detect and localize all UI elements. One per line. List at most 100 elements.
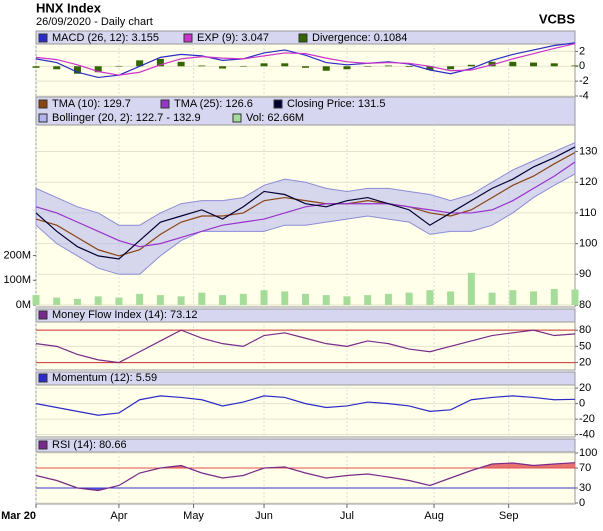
legend-swatch <box>232 113 242 123</box>
bar <box>73 66 81 74</box>
x-tick-label: Aug <box>424 510 444 522</box>
x-tick-label: Mar 20 <box>1 510 36 522</box>
bar <box>530 291 538 305</box>
bar <box>198 292 206 305</box>
legend-label: RSI (14): 80.66 <box>52 439 127 451</box>
bar <box>156 58 164 67</box>
y-tick-label: 130 <box>579 145 597 157</box>
y-tick-label: -40 <box>579 429 595 441</box>
y-tick-label: 2 <box>579 45 585 57</box>
legend-swatch <box>160 99 170 109</box>
bar <box>281 63 289 67</box>
brand: VCBS <box>539 11 575 26</box>
bar <box>530 62 538 67</box>
bar <box>136 293 144 305</box>
y2-tick-label: 100M <box>3 274 31 286</box>
bar <box>73 298 81 305</box>
bar <box>405 66 413 68</box>
y-tick-label: 90 <box>579 268 591 280</box>
y-tick-label: 80 <box>579 324 591 336</box>
level-fill <box>36 462 575 468</box>
bar <box>364 295 372 305</box>
bar <box>426 66 434 70</box>
legend-swatch <box>298 33 308 43</box>
bar <box>343 66 351 70</box>
legend-swatch <box>38 310 48 320</box>
bar <box>343 296 351 305</box>
x-tick-label: Jun <box>255 510 273 522</box>
bar <box>281 291 289 305</box>
bar <box>405 292 413 305</box>
bar <box>302 66 309 68</box>
legend-label: Bollinger (20, 2): 122.7 - 132.9 <box>52 112 201 124</box>
bar <box>94 296 102 305</box>
bar <box>239 66 247 67</box>
y-tick-label: 100 <box>579 238 597 250</box>
bar <box>571 289 579 305</box>
series-line <box>35 161 576 248</box>
bar <box>239 293 247 305</box>
bar <box>384 65 392 67</box>
legend-band <box>35 438 576 453</box>
y-tick-label: 20 <box>579 382 591 394</box>
legend-label: Momentum (12): 5.59 <box>52 372 157 384</box>
series-line <box>35 395 576 416</box>
y-tick-label: 70 <box>579 462 591 474</box>
legend-band <box>35 308 576 323</box>
legend-band <box>35 96 576 126</box>
series-line <box>35 462 576 492</box>
legend-swatch <box>38 113 48 123</box>
bar <box>94 66 102 73</box>
bar <box>550 288 558 305</box>
y-tick-label: 120 <box>579 176 597 188</box>
y-tick-label: 30 <box>579 482 591 494</box>
legend-label: Closing Price: 131.5 <box>287 98 385 110</box>
chart-title: HNX Index <box>36 0 102 15</box>
x-tick-label: Jul <box>340 510 354 522</box>
legend-swatch <box>38 33 48 43</box>
bar <box>115 297 123 305</box>
bar <box>302 293 309 305</box>
legend-swatch <box>183 33 193 43</box>
bar <box>260 290 268 305</box>
legend-label: Vol: 62.66M <box>246 112 304 124</box>
bar <box>53 297 61 305</box>
x-tick-label: Apr <box>110 510 127 522</box>
legend-swatch <box>38 99 48 109</box>
bar <box>156 295 164 305</box>
chart-subtitle: 26/09/2020 - Daily chart <box>36 16 153 28</box>
y2-tick-label: 0M <box>16 299 31 311</box>
bar <box>322 295 330 305</box>
y-tick-label: 20 <box>579 356 591 368</box>
legend-label: TMA (10): 129.7 <box>52 98 131 110</box>
bar <box>509 61 517 67</box>
bar <box>198 65 206 67</box>
bar <box>488 292 496 305</box>
y-tick-label: 0 <box>579 60 585 72</box>
bar <box>467 272 475 305</box>
y-tick-label: 0 <box>579 398 585 410</box>
bar <box>32 66 40 68</box>
y-tick-label: 50 <box>579 340 591 352</box>
bar <box>488 61 496 67</box>
legend-band <box>35 371 576 386</box>
legend-swatch <box>273 99 283 109</box>
bar <box>177 61 185 67</box>
x-tick-label: Sep <box>499 510 519 522</box>
series-line <box>35 42 576 79</box>
legend-swatch <box>38 373 48 383</box>
bar <box>32 295 40 305</box>
legend-label: Money Flow Index (14): 73.12 <box>52 309 198 321</box>
bar <box>219 295 227 305</box>
bar <box>260 63 268 67</box>
bar <box>136 60 144 67</box>
legend-label: TMA (25): 126.6 <box>174 98 253 110</box>
bar <box>364 66 372 67</box>
bar <box>384 293 392 305</box>
bar <box>509 290 517 305</box>
y-tick-label: -2 <box>579 75 589 87</box>
series-line <box>35 43 576 76</box>
bar <box>447 66 455 70</box>
series-line <box>35 146 576 260</box>
